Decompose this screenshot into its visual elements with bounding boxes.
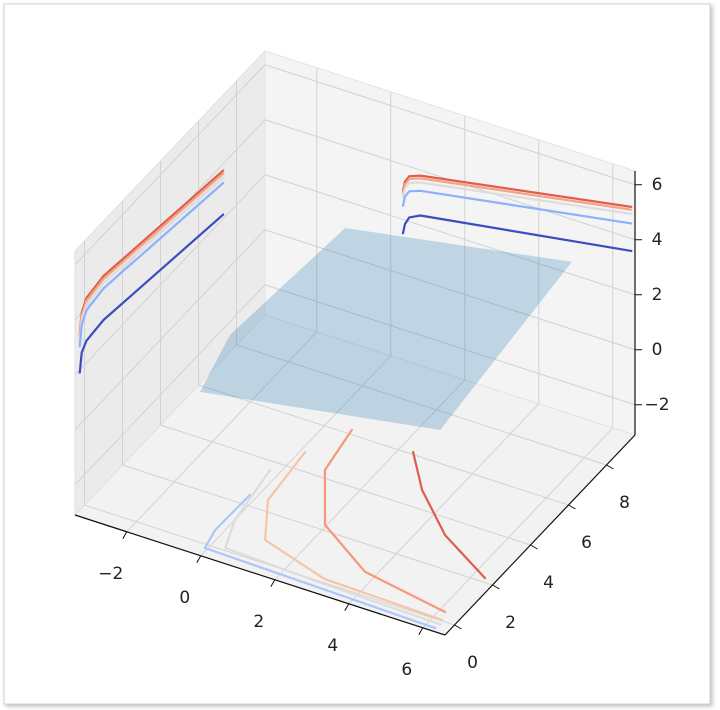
z-tick-label: 4 — [652, 230, 663, 250]
grid-line — [236, 344, 607, 466]
x-tick-label: 4 — [327, 636, 338, 656]
x-tick-label: −2 — [98, 564, 123, 584]
x-tick — [270, 579, 276, 588]
y-tick — [606, 464, 614, 470]
grid-line — [274, 379, 466, 581]
y-axis — [444, 434, 636, 636]
y-tick-label: 0 — [467, 653, 478, 673]
grid-line — [74, 174, 266, 376]
contour-x-wall — [78, 181, 225, 348]
grid-line — [264, 174, 636, 296]
y-tick — [568, 504, 576, 510]
x-tick — [344, 603, 350, 612]
grid-line — [198, 384, 569, 506]
z-tick-label: 6 — [652, 175, 663, 195]
contour-x-wall — [78, 213, 225, 374]
grid-line — [74, 64, 266, 266]
grid-line — [160, 424, 531, 546]
grid-line — [74, 284, 266, 486]
grid-line — [264, 64, 636, 186]
contour-floor — [264, 450, 443, 622]
x-tick — [196, 555, 202, 564]
grid-line — [126, 331, 318, 533]
y-tick-label: 2 — [505, 613, 516, 633]
grid-line — [200, 355, 392, 557]
z-tick-label: 2 — [652, 285, 663, 305]
contour-y-wall — [401, 177, 633, 211]
x-axis — [74, 514, 446, 636]
y-tick-label: 8 — [619, 493, 630, 513]
x-tick-label: 6 — [401, 660, 412, 680]
contour-floor — [323, 428, 447, 614]
x-tick-label: 0 — [179, 588, 190, 608]
grid-line — [122, 464, 493, 586]
y-tick-label: 4 — [543, 573, 554, 593]
y-tick — [530, 544, 538, 550]
contour-floor — [224, 468, 442, 626]
grid-line — [422, 427, 614, 629]
grid-line — [74, 229, 266, 431]
surface — [200, 228, 572, 430]
x-tick-label: 2 — [253, 612, 264, 632]
grid-line — [264, 229, 636, 351]
contour-floor — [412, 450, 487, 580]
contour-y-wall — [401, 189, 633, 225]
grid-line — [348, 403, 540, 605]
axes: −2 0 2 4 6 0 2 4 6 8 −2 0 2 4 6 — [74, 49, 670, 680]
y-tick — [492, 584, 500, 590]
grid-line — [264, 284, 636, 406]
y-tick-label: 6 — [581, 533, 592, 553]
x-tick — [418, 627, 424, 636]
contour-y-wall — [401, 181, 633, 215]
contour-floor — [203, 493, 437, 630]
x-tick — [122, 531, 128, 540]
contour-y-wall — [401, 214, 633, 252]
y-tick — [454, 624, 462, 630]
z-tick-label: 0 — [652, 340, 663, 360]
z-tick-label: −2 — [644, 395, 669, 415]
